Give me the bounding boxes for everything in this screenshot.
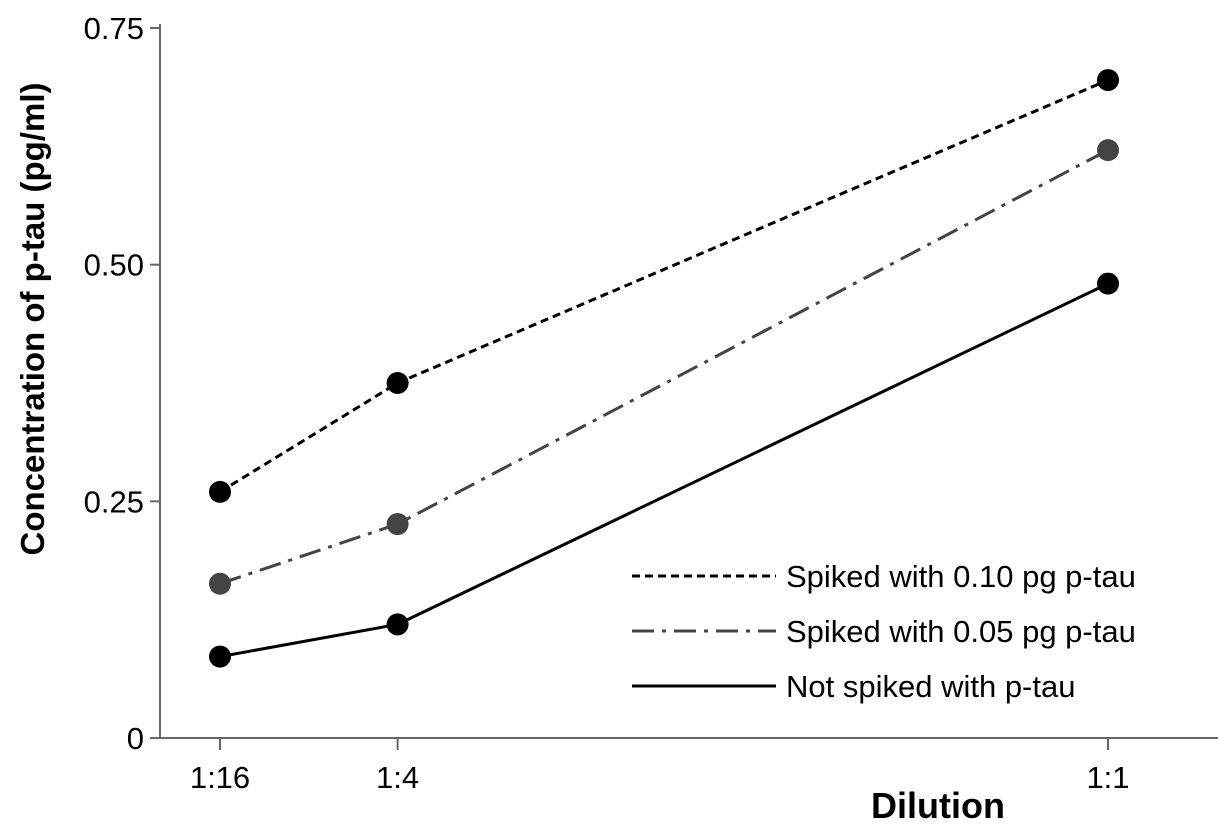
data-point [209,480,231,503]
y-tick-label: 0.25 [84,484,144,519]
data-point [386,513,409,536]
x-tick-label: 1:16 [190,760,250,795]
legend-label: Spiked with 0.10 pg p-tau [786,559,1136,594]
legend: Spiked with 0.10 pg p-tau Spiked with 0.0… [632,559,1136,704]
data-point [1097,69,1119,92]
series-line [219,148,1109,586]
axes: 0 0.25 0.50 0.75 1:16 1:4 1:1 [84,11,1218,795]
series-layer [209,69,1119,668]
y-tick-label: 0.50 [84,248,144,283]
data-point [1097,139,1119,162]
legend-label: Not spiked with p-tau [786,669,1075,704]
y-axis-title: Concentration of p-tau (pg/ml) [14,83,51,556]
data-point [386,372,409,394]
x-axis-title: Dilution [871,785,1005,826]
data-point [1097,272,1119,295]
y-tick-label: 0 [127,721,144,756]
x-tick-label: 1:4 [376,760,419,795]
y-tick-label: 0.75 [84,11,144,46]
series-line [219,78,1109,494]
series-line [219,282,1109,659]
data-point [209,645,231,668]
data-point [386,613,409,636]
data-point [209,572,231,595]
legend-label: Spiked with 0.05 pg p-tau [786,614,1136,649]
x-tick-label: 1:1 [1086,760,1129,795]
